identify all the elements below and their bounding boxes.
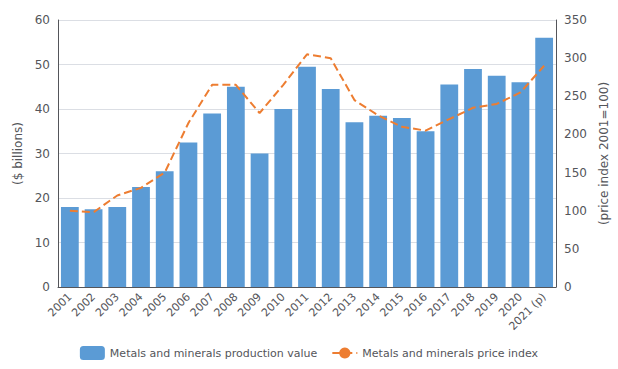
svg-text:50: 50 (564, 242, 579, 256)
svg-text:(price index 2001=100): (price index 2001=100) (597, 82, 611, 225)
svg-text:2012: 2012 (306, 290, 335, 319)
svg-text:2013: 2013 (330, 290, 359, 319)
svg-text:10: 10 (35, 236, 50, 250)
svg-text:($ billions): ($ billions) (11, 122, 25, 185)
svg-text:2009: 2009 (235, 290, 264, 319)
svg-text:40: 40 (35, 102, 50, 116)
svg-text:2010: 2010 (259, 290, 288, 319)
svg-text:2017: 2017 (425, 290, 454, 319)
svg-text:300: 300 (564, 51, 587, 65)
svg-text:2016: 2016 (401, 290, 430, 319)
svg-text:2003: 2003 (93, 290, 122, 319)
svg-text:Metals and minerals price inde: Metals and minerals price index (362, 347, 538, 360)
svg-text:2002: 2002 (69, 290, 98, 319)
svg-text:0: 0 (564, 280, 572, 294)
svg-text:2020: 2020 (496, 290, 525, 320)
svg-text:350: 350 (564, 13, 587, 27)
svg-text:2004: 2004 (117, 290, 146, 319)
svg-text:2019: 2019 (472, 290, 501, 319)
svg-text:0: 0 (42, 280, 50, 294)
svg-text:2001: 2001 (45, 290, 74, 319)
svg-text:250: 250 (564, 89, 587, 103)
svg-text:2014: 2014 (354, 290, 383, 319)
svg-text:2005: 2005 (140, 290, 169, 319)
svg-text:150: 150 (564, 166, 587, 180)
svg-text:Metals and minerals production: Metals and minerals production value (110, 347, 318, 360)
svg-text:50: 50 (35, 58, 50, 72)
svg-text:2008: 2008 (211, 290, 240, 319)
svg-text:2021 (p): 2021 (p) (506, 290, 548, 332)
svg-text:2011: 2011 (283, 290, 312, 319)
svg-text:100: 100 (564, 204, 587, 218)
svg-text:30: 30 (35, 147, 50, 161)
svg-text:2018: 2018 (449, 290, 478, 319)
svg-text:2007: 2007 (188, 290, 217, 319)
svg-text:20: 20 (35, 191, 50, 205)
svg-text:2006: 2006 (164, 290, 193, 319)
svg-text:2015: 2015 (377, 290, 406, 319)
svg-text:200: 200 (564, 127, 587, 141)
svg-text:60: 60 (35, 13, 50, 27)
